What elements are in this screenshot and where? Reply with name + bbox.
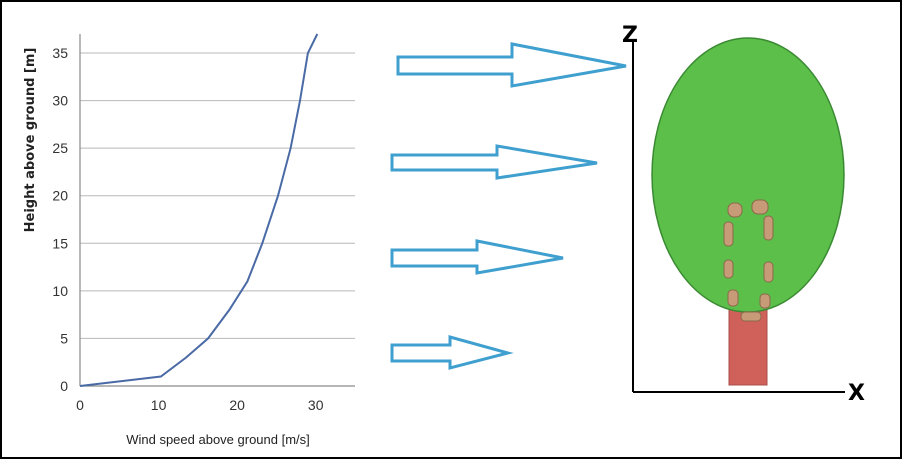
wind-arrow-3 [390,239,564,275]
x-tick-label-20: 20 [229,397,245,413]
tree-canopy [651,37,845,313]
x-tick-labels: 0 10 20 30 [76,397,324,413]
x-axis-title: Wind speed above ground [m/s] [126,432,310,447]
y-tick-labels: 0 5 10 15 20 25 30 35 [52,45,68,394]
y-tick-label-25: 25 [52,140,68,156]
y-axis-title: Height above ground [m] [23,48,38,233]
wind-profile-chart: 0 5 10 15 20 25 30 35 0 10 20 30 Wind speed above … [23,33,355,447]
wind-arrow-1 [396,42,627,88]
y-tick-label-30: 30 [52,93,68,109]
wind-arrow-2 [390,144,598,180]
x-tick-label-30: 30 [308,397,324,413]
inner-branch-outline [723,199,774,322]
wind-arrows [390,42,627,370]
x-axis-label: X [848,381,865,406]
y-tick-label-0: 0 [60,378,68,394]
wind-arrow-4 [390,335,514,370]
y-tick-label-10: 10 [52,283,68,299]
y-tick-label-5: 5 [60,330,68,346]
z-axis-label: Z [622,23,638,48]
tree-diagram: Z X [622,23,865,406]
x-tick-label-10: 10 [151,397,167,413]
wind-profile-line [79,33,319,387]
y-tick-label-35: 35 [52,45,68,61]
y-tick-label-15: 15 [52,235,68,251]
x-tick-label-0: 0 [76,397,84,413]
y-tick-label-20: 20 [52,188,68,204]
grid-lines [80,52,355,339]
